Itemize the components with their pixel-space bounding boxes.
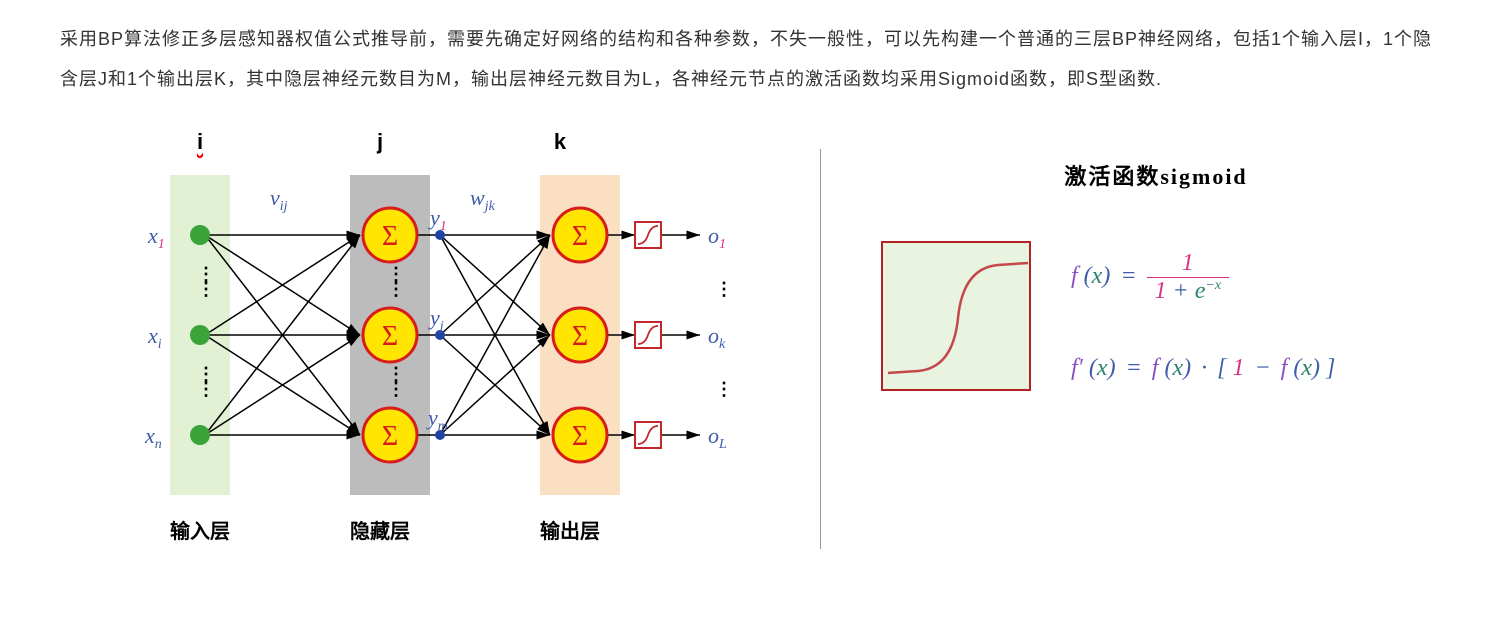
svg-text:Σ: Σ bbox=[572, 321, 588, 352]
svg-text:yj: yj bbox=[428, 305, 444, 334]
svg-text:⋮: ⋮ bbox=[197, 379, 215, 399]
svg-text:⋮: ⋮ bbox=[197, 279, 215, 299]
edges-ho bbox=[440, 235, 550, 435]
svg-text:o1: o1 bbox=[708, 223, 726, 252]
svg-text:ok: ok bbox=[708, 323, 726, 352]
intro-paragraph: 采用BP算法修正多层感知器权值公式推导前，需要先确定好网络的结构和各种参数，不失… bbox=[60, 20, 1437, 99]
sigmoid-title: 激活函数sigmoid bbox=[881, 159, 1431, 191]
formula-fprime: f′ (x) = f (x) · [ 1 − f (x) ] bbox=[1071, 355, 1335, 382]
formula-fx: f (x) = 1 1 + e−x bbox=[1071, 250, 1335, 305]
sigmoid-panel: 激活函数sigmoid f (x) = 1 1 + e− bbox=[881, 129, 1431, 391]
svg-text:Σ: Σ bbox=[382, 321, 398, 352]
svg-text:vij: vij bbox=[270, 185, 288, 214]
network-diagram-area: i j k bbox=[60, 129, 760, 544]
vertical-divider bbox=[820, 149, 821, 549]
svg-text:xn: xn bbox=[144, 423, 162, 452]
bottom-label-row: 输入层 隐藏层 输出层 bbox=[60, 515, 760, 544]
marker-i: i bbox=[170, 129, 230, 155]
edges-ih bbox=[205, 235, 360, 435]
label-output-layer: 输出层 bbox=[530, 515, 610, 544]
formula-block: f (x) = 1 1 + e−x f′ (x) = bbox=[1071, 250, 1335, 382]
label-hidden-layer: 隐藏层 bbox=[340, 515, 420, 544]
svg-text:Σ: Σ bbox=[382, 221, 398, 252]
svg-text:y1: y1 bbox=[428, 205, 447, 234]
label-input-layer: 输入层 bbox=[160, 515, 240, 544]
network-svg: Σ Σ Σ Σ Σ Σ bbox=[60, 165, 760, 505]
svg-text:xi: xi bbox=[147, 323, 162, 352]
svg-text:Σ: Σ bbox=[572, 421, 588, 452]
activation-boxes bbox=[635, 222, 661, 448]
svg-text:⋮: ⋮ bbox=[715, 379, 733, 399]
svg-text:Σ: Σ bbox=[572, 221, 588, 252]
svg-text:⋮: ⋮ bbox=[715, 279, 733, 299]
content-row: i j k bbox=[60, 129, 1437, 549]
hidden-nodes: Σ Σ Σ bbox=[363, 208, 417, 462]
output-nodes: Σ Σ Σ bbox=[553, 208, 607, 462]
svg-text:x1: x1 bbox=[147, 223, 165, 252]
marker-j: j bbox=[350, 129, 410, 155]
svg-text:⋮: ⋮ bbox=[387, 279, 405, 299]
marker-k: k bbox=[530, 129, 590, 155]
sigmoid-row: f (x) = 1 1 + e−x f′ (x) = bbox=[881, 241, 1431, 391]
svg-text:Σ: Σ bbox=[382, 421, 398, 452]
sigmoid-curve-box bbox=[881, 241, 1031, 391]
layer-marker-row: i j k bbox=[60, 129, 760, 155]
svg-text:wjk: wjk bbox=[470, 185, 496, 214]
svg-text:ym: ym bbox=[426, 405, 448, 434]
svg-text:⋮: ⋮ bbox=[387, 379, 405, 399]
network-svg-container: Σ Σ Σ Σ Σ Σ bbox=[60, 165, 760, 505]
svg-text:oL: oL bbox=[708, 423, 727, 452]
